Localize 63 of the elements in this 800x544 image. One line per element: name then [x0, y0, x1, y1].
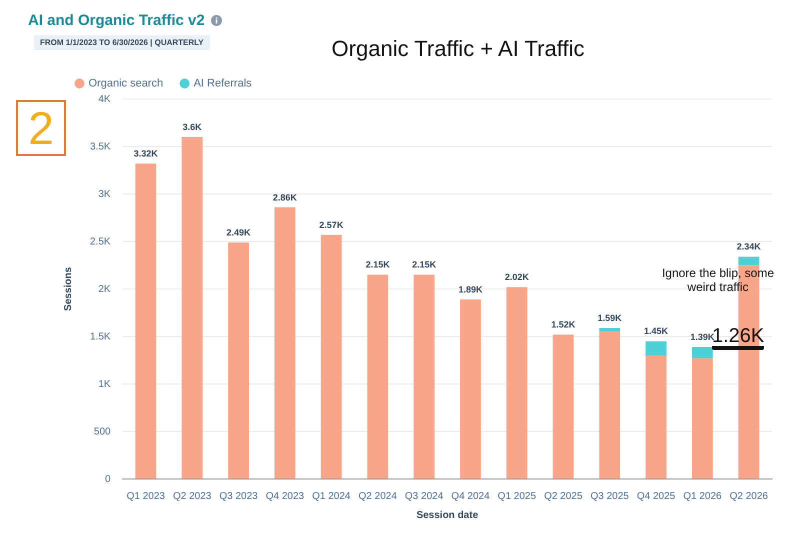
total-label: 2.34K	[736, 242, 762, 252]
bar	[552, 334, 574, 478]
chart-title: AI and Organic Traffic v2	[28, 12, 205, 29]
text: Organic Traffic + AI Traffic	[330, 36, 586, 62]
total-label: 1.39K	[690, 332, 715, 342]
bar	[646, 341, 666, 356]
chart-subtitle: FROM 1/1/2023 TO 6/30/2026 | QUARTERLY	[34, 35, 210, 50]
total-label: 3.6K	[182, 122, 202, 132]
x-tick-label: Q2 2026	[730, 490, 768, 502]
x-tick-label: Q1 2025	[498, 490, 536, 502]
bar	[692, 358, 713, 478]
x-tick-label: Q1 2026	[683, 490, 722, 502]
y-tick-label: 3K	[98, 188, 111, 200]
y-tick-label: 2.5K	[90, 236, 111, 248]
bar	[182, 137, 203, 478]
total-label: 1.89K	[458, 284, 483, 294]
x-tick-label: Q4 2025	[636, 490, 676, 502]
bar	[599, 328, 620, 332]
total-label: 2.02K	[504, 272, 530, 282]
x-tick-label: Q3 2025	[590, 490, 630, 502]
bar	[228, 242, 249, 478]
total-label: 2.57K	[319, 220, 344, 230]
x-tick-label: Q2 2024	[358, 490, 398, 502]
legend-label: Organic search	[88, 78, 164, 90]
total-label: 3.32K	[134, 148, 158, 159]
total-label: 1.59K	[598, 312, 622, 323]
total-label: 1.52K	[551, 320, 576, 330]
x-tick-label: Q4 2023	[266, 490, 305, 502]
annotation: Ignore the blip, some weird traffic	[660, 266, 776, 294]
bar	[367, 274, 388, 478]
bar	[135, 164, 156, 478]
bar	[414, 274, 435, 478]
x-tick-label: Q1 2024	[312, 490, 351, 502]
legend-label: AI Referrals	[194, 78, 252, 90]
bar	[646, 356, 666, 478]
y-tick-label: 500	[94, 426, 112, 438]
total-label: 2.15K	[412, 260, 437, 270]
x-tick-label: Q1 2023	[126, 490, 166, 502]
bar	[320, 234, 342, 478]
y-tick-label: 2K	[98, 284, 111, 295]
total-label: 2.15K	[366, 260, 390, 270]
total-label: 2.86K	[272, 192, 298, 202]
y-tick-label: 1K	[98, 378, 111, 390]
x-tick-label: Q4 2024	[451, 490, 490, 502]
x-axis-title: Session date	[416, 510, 479, 521]
total-label: 2.49K	[226, 227, 252, 238]
text: 2	[16, 100, 66, 156]
x-tick-label: Q3 2023	[219, 490, 258, 502]
x-tick-label: Q2 2023	[172, 490, 212, 502]
y-tick-label: 0	[105, 474, 112, 485]
y-tick-label: 3.5K	[90, 141, 111, 152]
y-tick-label: 1.5K	[90, 331, 111, 342]
x-tick-label: Q3 2024	[404, 490, 444, 502]
bar	[738, 256, 760, 266]
bar	[274, 207, 296, 478]
bar	[506, 287, 528, 478]
bar	[692, 346, 713, 358]
bar	[460, 299, 481, 478]
y-tick-label: 4K	[98, 94, 111, 105]
x-tick-label: Q2 2025	[544, 490, 583, 502]
bar	[599, 332, 620, 478]
y-axis-title: Sessions	[62, 266, 74, 311]
total-label: 1.45K	[644, 326, 669, 336]
